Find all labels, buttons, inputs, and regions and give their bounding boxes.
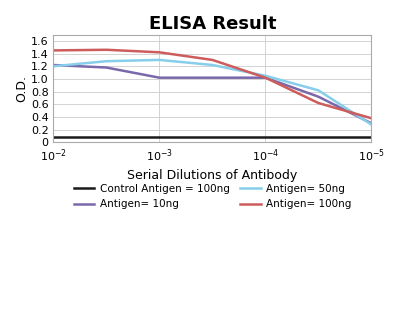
Antigen= 10ng	[51, 63, 56, 67]
Antigen= 10ng	[263, 76, 268, 80]
Antigen= 50ng	[210, 63, 215, 67]
Control Antigen = 100ng	[369, 135, 374, 139]
Antigen= 50ng	[369, 123, 374, 127]
Antigen= 10ng	[316, 95, 321, 99]
Antigen= 100ng	[210, 58, 215, 62]
Antigen= 50ng	[104, 59, 109, 63]
Line: Antigen= 10ng: Antigen= 10ng	[53, 65, 372, 123]
Line: Antigen= 50ng: Antigen= 50ng	[53, 60, 372, 125]
Antigen= 50ng	[157, 58, 162, 62]
Antigen= 100ng	[104, 48, 109, 52]
Control Antigen = 100ng	[210, 135, 215, 139]
Control Antigen = 100ng	[157, 135, 162, 139]
Antigen= 100ng	[263, 76, 268, 80]
Title: ELISA Result: ELISA Result	[149, 15, 276, 33]
Control Antigen = 100ng	[316, 135, 321, 139]
Line: Antigen= 100ng: Antigen= 100ng	[53, 50, 372, 118]
Antigen= 10ng	[369, 121, 374, 125]
Y-axis label: O.D.: O.D.	[15, 75, 28, 102]
Legend: Control Antigen = 100ng, Antigen= 10ng, Antigen= 50ng, Antigen= 100ng: Control Antigen = 100ng, Antigen= 10ng, …	[69, 180, 356, 213]
Antigen= 100ng	[369, 116, 374, 120]
Antigen= 100ng	[157, 50, 162, 54]
Antigen= 10ng	[157, 76, 162, 80]
Antigen= 100ng	[316, 101, 321, 105]
Antigen= 50ng	[51, 64, 56, 68]
Antigen= 100ng	[51, 48, 56, 52]
Antigen= 10ng	[104, 66, 109, 70]
Antigen= 10ng	[210, 76, 215, 80]
Control Antigen = 100ng	[263, 135, 268, 139]
X-axis label: Serial Dilutions of Antibody: Serial Dilutions of Antibody	[127, 169, 298, 182]
Antigen= 50ng	[263, 74, 268, 78]
Control Antigen = 100ng	[104, 135, 109, 139]
Control Antigen = 100ng	[51, 135, 56, 139]
Antigen= 50ng	[316, 88, 321, 92]
